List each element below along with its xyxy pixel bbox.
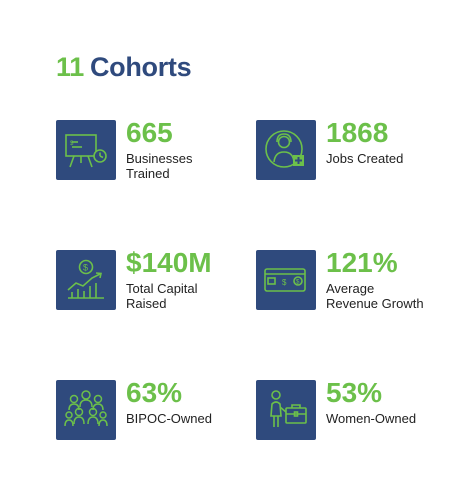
stat-label-line: Businesses — [126, 151, 193, 166]
stat-label-line: Women-Owned — [326, 411, 417, 426]
svg-text:$: $ — [83, 263, 88, 273]
stat-value: 1868 — [326, 117, 389, 148]
stat-icon-tile: $ — [56, 250, 116, 310]
stat-label: Businesses Trained — [126, 151, 266, 181]
stat-label-line: Revenue Growth — [326, 296, 424, 311]
stat-women-owned: 53% Women-Owned — [256, 377, 456, 450]
stat-total-capital-raised: $ $140M Total Capital Raised — [56, 247, 256, 320]
stat-label-line: Average — [326, 281, 375, 296]
stat-icon-tile — [256, 120, 316, 180]
stat-icon-tile — [256, 380, 316, 440]
stat-label: Jobs Created — [326, 151, 466, 166]
stat-value: 121% — [326, 247, 398, 278]
svg-text:$: $ — [70, 141, 74, 147]
stat-label-line: BIPOC-Owned — [126, 411, 212, 426]
page-title: 11 Cohorts — [56, 52, 192, 83]
stat-value: $140M — [126, 247, 212, 278]
stat-icon-tile: $ $ — [256, 250, 316, 310]
stat-average-revenue-growth: $ $ 121% Average Revenue Growth — [256, 247, 456, 320]
presentation-board-icon: $ — [65, 134, 107, 168]
cohort-title: Cohorts — [89, 52, 192, 82]
stat-value: 53% — [326, 377, 383, 408]
svg-text:$: $ — [296, 280, 300, 286]
stat-label-line: Trained — [126, 166, 170, 181]
wallet-revenue-icon: $ $ — [264, 268, 306, 292]
cohort-count: 11 — [56, 52, 84, 82]
stat-icon-tile — [56, 380, 116, 440]
stat-label-line: Jobs Created — [326, 151, 404, 166]
stat-label: Average Revenue Growth — [326, 281, 466, 311]
stat-icon-tile: $ — [56, 120, 116, 180]
person-add-icon — [265, 130, 304, 168]
stat-label: Women-Owned — [326, 411, 466, 426]
stat-label-line: Total Capital — [126, 281, 198, 296]
stat-value: 63% — [126, 377, 183, 408]
capital-growth-chart-icon: $ — [67, 259, 104, 299]
stat-label: Total Capital Raised — [126, 281, 266, 311]
group-of-people-icon — [64, 390, 108, 427]
stat-businesses-trained: $ 665 Businesses Trained — [56, 117, 256, 190]
svg-text:$: $ — [282, 278, 287, 287]
stat-label: BIPOC-Owned — [126, 411, 266, 426]
stat-value: 665 — [126, 117, 173, 148]
stat-label-line: Raised — [126, 296, 167, 311]
businesswoman-briefcase-icon — [270, 390, 307, 427]
stat-jobs-created: 1868 Jobs Created — [256, 117, 456, 190]
stat-bipoc-owned: 63% BIPOC-Owned — [56, 377, 256, 450]
